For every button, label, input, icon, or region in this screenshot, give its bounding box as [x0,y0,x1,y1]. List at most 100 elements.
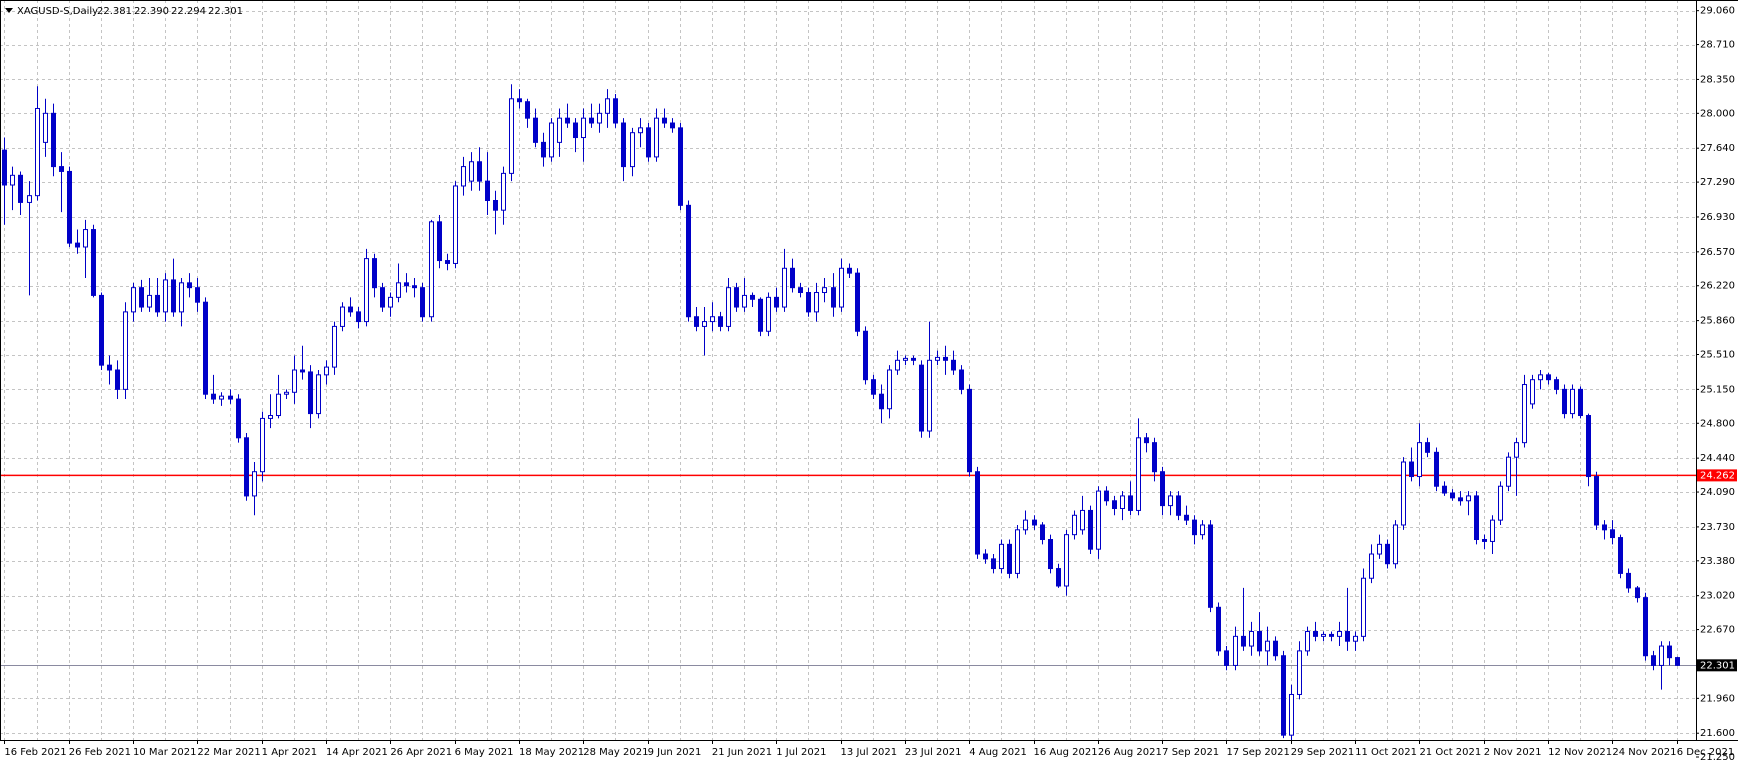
candle-body [694,316,699,327]
candle-body [493,199,498,211]
candle-body [718,316,723,327]
x-tick-label: 1 Jul 2021 [776,747,826,758]
candle-body [155,294,160,313]
candle-body [268,415,273,419]
candle-body [83,229,88,248]
candle-body [1321,633,1326,637]
candle-body [943,356,948,361]
x-tick-label: 29 Sep 2021 [1291,747,1354,758]
y-tick-label: 26.220 [1700,281,1735,292]
candle-body [1257,631,1262,652]
candle-body [1385,543,1390,565]
candle-body [1128,495,1133,511]
x-tick-label: 22 Mar 2021 [197,747,260,758]
candle-body [814,292,819,313]
candle-body [549,122,554,158]
candle-body [1626,572,1631,589]
candle-body [1200,524,1205,536]
candle-body [822,287,827,294]
candle-body [790,267,795,289]
quote-high: 22.390 [134,6,169,17]
candle-body [1554,379,1559,390]
y-tick-label: 23.020 [1700,591,1735,602]
candle-body [1023,519,1028,531]
candle-body [276,393,281,417]
candle-body [179,282,184,313]
x-tick-label: 6 May 2021 [455,747,514,758]
y-tick-label: 25.510 [1700,350,1735,361]
candle-body [565,117,570,124]
candle-body [806,292,811,313]
x-tick-label: 26 Feb 2021 [69,747,131,758]
candle-body [1450,492,1455,499]
candle-body [1241,635,1246,647]
candle-body [710,316,715,323]
y-tick-label: 26.930 [1700,212,1735,223]
candle-body [187,282,192,289]
candle-body [1305,631,1310,652]
grid [0,0,1696,740]
x-tick-label: 26 Apr 2021 [390,747,452,758]
candle-body [1032,519,1037,526]
candle-body [734,287,739,308]
x-tick-label: 7 Sep 2021 [1162,747,1219,758]
candle-body [670,122,675,129]
candle-body [621,122,626,168]
candle-body [1643,597,1648,657]
candle-body [654,117,659,158]
candle-body [1466,495,1471,502]
candle-body [847,267,852,274]
candle-body [437,221,442,262]
candle-body [541,141,546,158]
candle-body [766,296,771,332]
y-tick-label: 25.860 [1700,316,1735,327]
candle-body [1337,631,1342,637]
candle-body [1522,384,1527,444]
x-tick-label: 18 May 2021 [519,747,584,758]
y-tick-label: 22.670 [1700,625,1735,636]
candle-body [646,127,651,158]
candle-body [171,279,176,313]
candle-body [798,287,803,294]
candle-body [43,112,48,143]
candle-body [1048,539,1053,570]
x-tick-label: 6 Dec 2021 [1677,747,1735,758]
candle-body [1216,606,1221,652]
candle-body [887,369,892,410]
candle-body [1530,379,1535,405]
candle-body [485,180,490,201]
candle-body [131,287,136,313]
candle-body [1152,442,1157,473]
x-tick-label: 9 Jun 2021 [648,747,702,758]
candle-body [1112,500,1117,510]
candle-body [219,395,224,400]
quote-close: 22.301 [208,6,243,17]
candle-body [1015,529,1020,574]
y-tick-label: 24.090 [1700,487,1735,498]
candle-body [1401,461,1406,526]
candle-body [1474,495,1479,541]
candle-body [364,258,369,323]
candle-body [1007,543,1012,574]
y-tick-label: 27.290 [1700,177,1735,188]
x-tick-label: 26 Aug 2021 [1098,747,1162,758]
candle-body [1393,524,1398,565]
y-tick-label: 21.600 [1700,728,1735,739]
candle-body [123,311,128,390]
candle-body [91,229,96,296]
candle-body [1329,633,1334,637]
y-tick-label: 21.250 [1700,752,1735,763]
candle-body [67,170,72,244]
candle-body [831,287,836,308]
candle-body [919,364,924,432]
candle-body [839,267,844,308]
candle-body [1208,524,1213,608]
candle-body [356,311,361,323]
candle-body [1490,519,1495,542]
candle-body [1104,490,1109,502]
candle-body [27,195,32,203]
y-tick-label: 25.150 [1700,384,1735,395]
candle-body [380,287,385,308]
